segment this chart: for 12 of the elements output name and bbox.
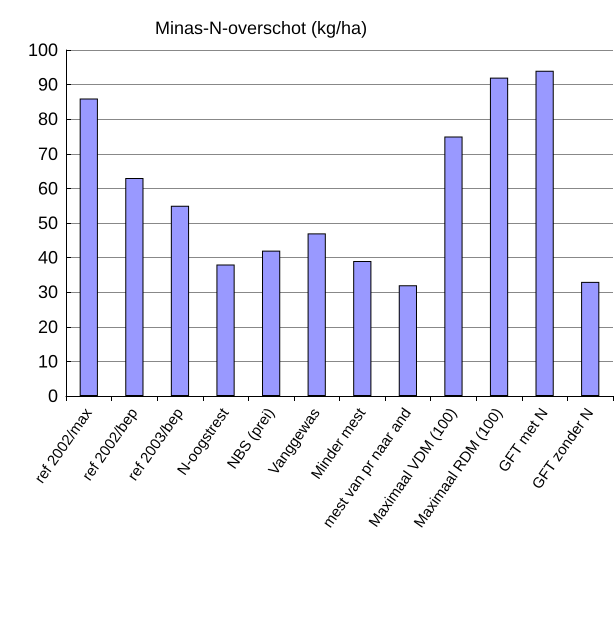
y-tick-label: 20 (38, 316, 58, 337)
y-tick-label: 10 (38, 351, 58, 372)
y-tick-label: 40 (38, 248, 58, 268)
y-tick-label: 60 (38, 178, 58, 198)
y-tick-label: 30 (38, 282, 58, 302)
y-tick-label: 100 (28, 40, 58, 60)
y-tick-label: 70 (38, 144, 58, 164)
y-tick-label: 90 (38, 74, 58, 95)
y-tick-label: 0 (48, 386, 58, 406)
y-tick-label: 80 (38, 109, 58, 130)
chart-title: Minas-N-overschot (kg/ha) (155, 18, 368, 38)
y-tick-label: 50 (38, 213, 58, 233)
